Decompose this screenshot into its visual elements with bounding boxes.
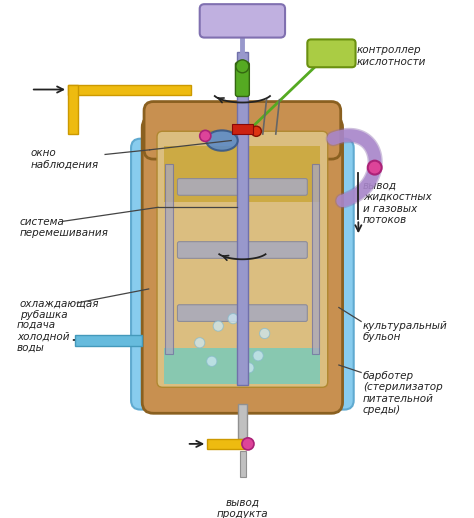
Text: вывод
продукта: вывод продукта (217, 498, 268, 518)
Circle shape (200, 131, 211, 141)
Text: двигатель: двигатель (205, 19, 280, 32)
Circle shape (228, 313, 238, 324)
Text: вывод
жидкостных
и газовых
потоков: вывод жидкостных и газовых потоков (363, 180, 432, 225)
Text: культуральный
бульон: культуральный бульон (363, 321, 448, 342)
Text: контроллер
кислотности: контроллер кислотности (356, 45, 426, 67)
FancyBboxPatch shape (144, 102, 341, 159)
Bar (75, 335, 142, 346)
Circle shape (251, 126, 261, 136)
Circle shape (236, 60, 249, 73)
Bar (238, 404, 247, 439)
Circle shape (244, 363, 254, 373)
Text: система
перемешивания: система перемешивания (20, 217, 109, 238)
Text: охлаждающая
рубашка: охлаждающая рубашка (20, 298, 99, 320)
Bar (68, 85, 78, 134)
FancyBboxPatch shape (177, 179, 239, 195)
Bar (207, 439, 246, 450)
FancyBboxPatch shape (177, 242, 239, 258)
Text: окно
наблюдения: окно наблюдения (31, 148, 99, 169)
Circle shape (368, 161, 382, 175)
Text: pH: pH (320, 48, 343, 63)
Circle shape (195, 338, 205, 348)
Text: подача
холодной
воды: подача холодной воды (17, 320, 70, 353)
Bar (164, 146, 320, 202)
FancyBboxPatch shape (142, 117, 343, 413)
Bar (312, 164, 319, 354)
FancyBboxPatch shape (246, 179, 307, 195)
FancyBboxPatch shape (307, 39, 356, 67)
Ellipse shape (206, 131, 238, 151)
Bar (239, 451, 246, 477)
Circle shape (213, 321, 223, 331)
FancyBboxPatch shape (157, 131, 328, 387)
Text: барботер
(стерилизатор
питательной
среды): барботер (стерилизатор питательной среды… (363, 370, 443, 415)
FancyBboxPatch shape (131, 139, 354, 410)
Bar (232, 124, 253, 134)
Bar (237, 52, 248, 385)
Circle shape (207, 356, 217, 366)
Bar (164, 348, 320, 384)
Circle shape (253, 351, 263, 361)
FancyBboxPatch shape (177, 305, 239, 322)
Circle shape (242, 438, 254, 450)
Circle shape (237, 341, 247, 352)
FancyBboxPatch shape (246, 242, 307, 258)
FancyBboxPatch shape (200, 4, 285, 38)
Bar (68, 85, 191, 95)
FancyBboxPatch shape (246, 305, 307, 322)
Circle shape (260, 328, 270, 339)
Bar (165, 164, 173, 354)
FancyBboxPatch shape (236, 62, 249, 96)
